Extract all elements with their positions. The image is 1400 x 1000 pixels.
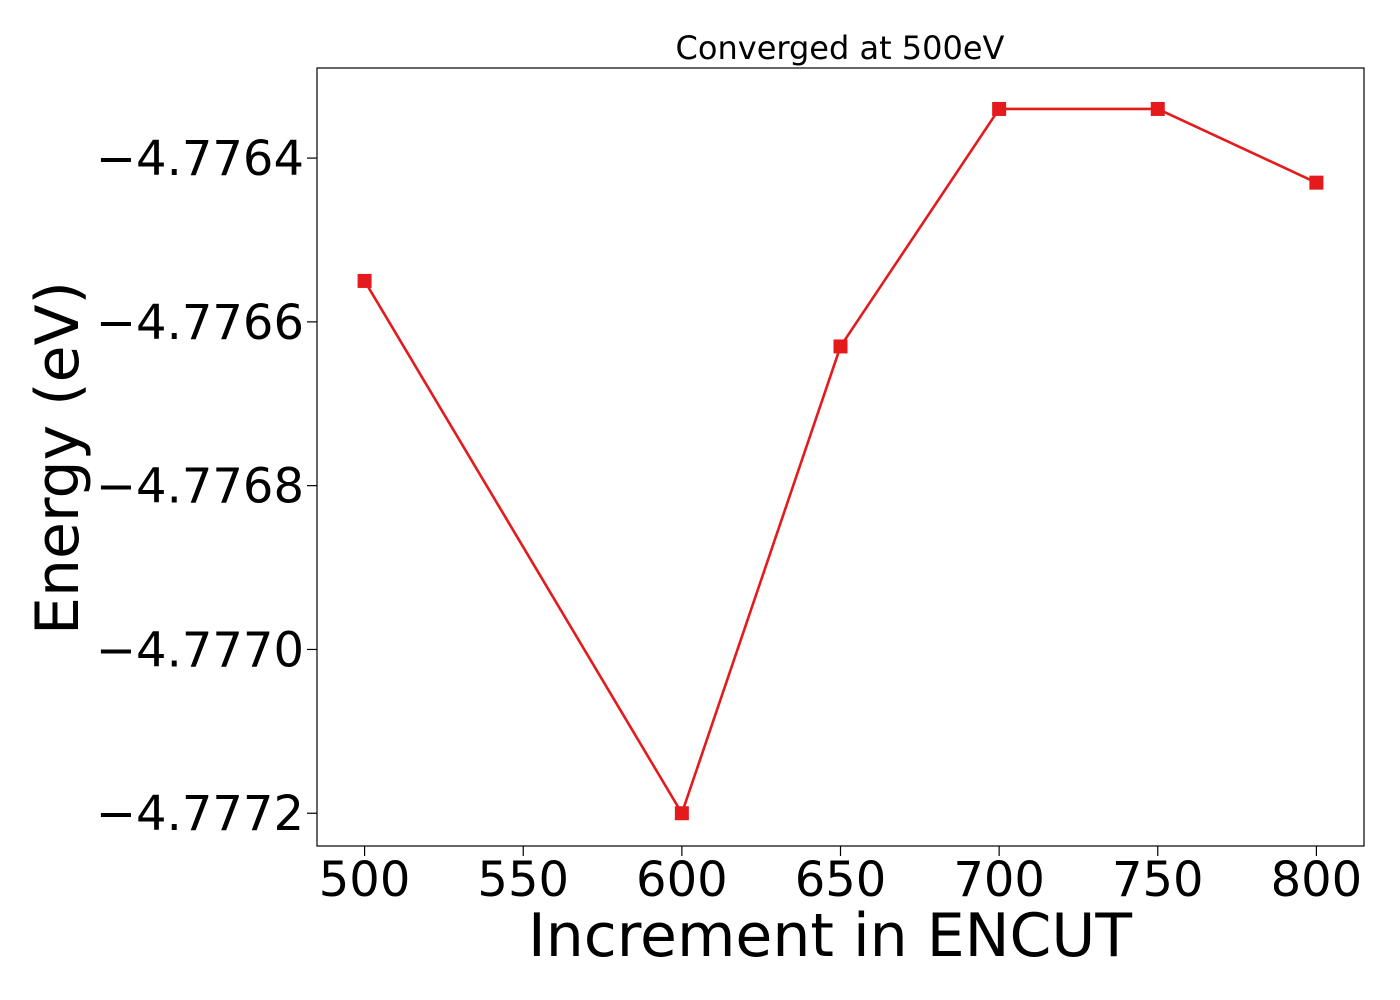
data-point-marker bbox=[992, 101, 1007, 116]
x-tick-label: 650 bbox=[795, 852, 887, 908]
x-tick-label: 600 bbox=[636, 852, 728, 908]
x-tick-label: 800 bbox=[1271, 852, 1363, 908]
x-tick-label: 550 bbox=[477, 852, 569, 908]
plot-series bbox=[357, 101, 1324, 821]
y-axis: −4.7764 −4.7766 −4.7768 −4.7770 −4.7772 bbox=[96, 131, 317, 842]
data-point-marker bbox=[833, 339, 848, 354]
plot-area-frame bbox=[316, 67, 1365, 847]
x-tick-label: 750 bbox=[1112, 852, 1204, 908]
y-tick-label: −4.7770 bbox=[96, 622, 304, 678]
y-axis-label: Energy (eV) bbox=[23, 281, 93, 635]
y-tick-label: −4.7768 bbox=[96, 459, 304, 515]
data-point-marker bbox=[357, 273, 372, 288]
x-axis-label: Increment in ENCUT bbox=[528, 901, 1132, 971]
chart-title: Converged at 500eV bbox=[676, 29, 1005, 67]
data-point-marker bbox=[1309, 175, 1324, 190]
x-axis: 500 550 600 650 700 750 800 bbox=[319, 846, 1362, 908]
data-point-marker bbox=[1150, 101, 1165, 116]
x-tick-label: 500 bbox=[319, 852, 411, 908]
y-tick-label: −4.7764 bbox=[96, 131, 304, 187]
data-point-marker bbox=[674, 806, 689, 821]
series-line bbox=[363, 107, 1317, 815]
y-tick-label: −4.7766 bbox=[96, 295, 304, 351]
y-tick-label: −4.7772 bbox=[96, 786, 304, 842]
x-tick-label: 700 bbox=[953, 852, 1045, 908]
